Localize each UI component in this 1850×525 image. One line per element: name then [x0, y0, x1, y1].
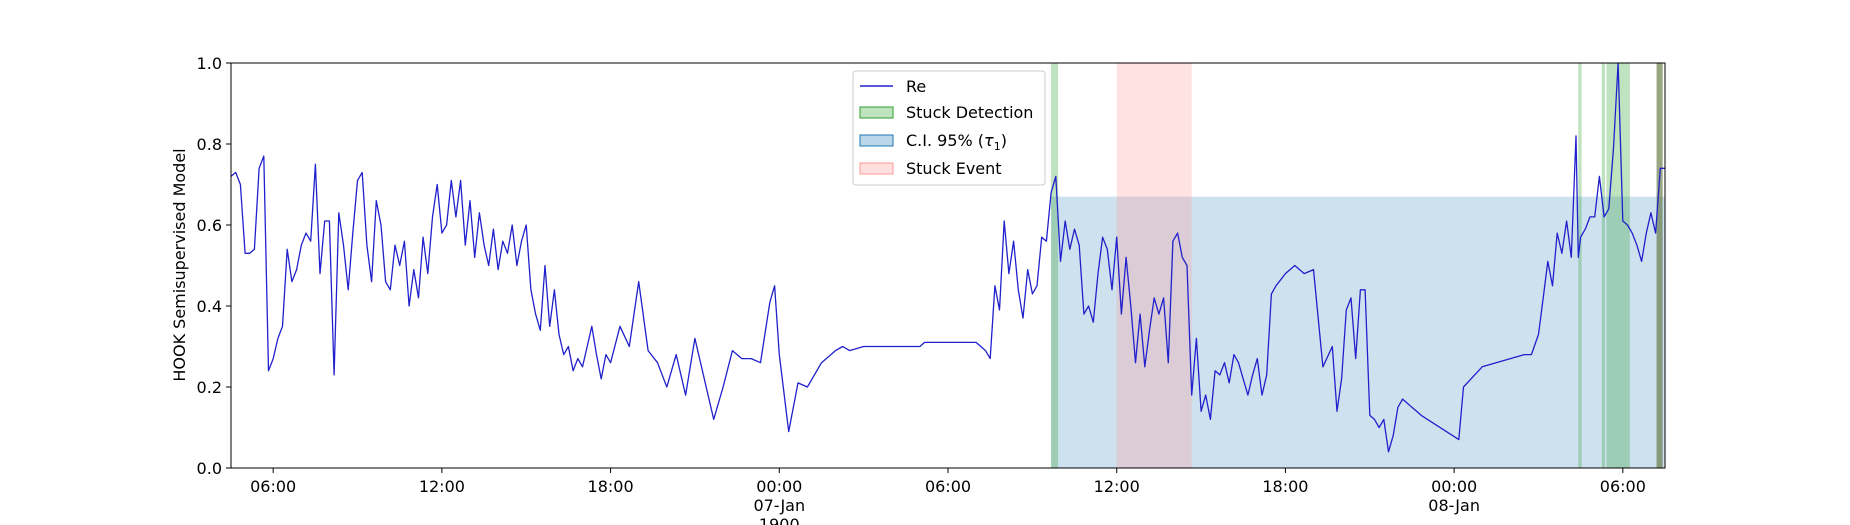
- stuck-detection-span: [1051, 63, 1059, 468]
- x-tick-label: 06:00: [1600, 477, 1646, 496]
- x-tick-label: 18:00: [1262, 477, 1308, 496]
- legend-label-re: Re: [906, 77, 926, 96]
- x-tick-label: 06:00: [250, 477, 296, 496]
- legend-label-ci: C.I. 95% (τ1): [906, 131, 1007, 153]
- x-tick-label: 06:00: [925, 477, 971, 496]
- x-tick-label: 00:00: [1431, 477, 1477, 496]
- axis-ticks: 0.00.20.40.60.81.006:00 12:00 18:00 00:0007…: [197, 54, 1646, 525]
- stuck-detection-span: [1578, 63, 1582, 468]
- y-tick-label: 1.0: [197, 54, 222, 73]
- series-line-re: [230, 62, 1665, 453]
- legend-swatch-stuck-event: [859, 162, 894, 175]
- x-tick-label: 12:00: [1094, 477, 1140, 496]
- legend-label-stuck-detection: Stuck Detection: [906, 103, 1033, 122]
- x-tick-label: 00:00: [756, 477, 802, 496]
- x-tick-label: 1900: [759, 515, 800, 525]
- series-layer: [230, 62, 1665, 453]
- legend-ci-suffix: ): [1001, 131, 1007, 150]
- y-tick-label: 0.4: [197, 297, 222, 316]
- y-tick-label: 0.8: [197, 135, 222, 154]
- legend-ci-subscript: 1: [994, 140, 1001, 153]
- shaded-spans: [1051, 63, 1665, 468]
- legend-ci-symbol: τ: [984, 131, 994, 150]
- x-tick-label: 12:00: [419, 477, 465, 496]
- legend-label-stuck-event: Stuck Event: [906, 159, 1002, 178]
- y-tick-label: 0.0: [197, 459, 222, 478]
- overlap-span: [1656, 63, 1663, 468]
- legend-frame: [852, 70, 1046, 186]
- legend: Re Stuck Detection C.I. 95% (τ1) Stuck E…: [852, 70, 1046, 186]
- y-axis-label: HOOK Semisupervised Model: [170, 148, 189, 381]
- y-tick-label: 0.2: [197, 378, 222, 397]
- legend-swatch-ci: [859, 134, 894, 147]
- y-tick-label: 0.6: [197, 216, 222, 235]
- legend-ci-prefix: C.I. 95% (: [906, 131, 984, 150]
- x-tick-label: 08-Jan: [1428, 496, 1480, 515]
- stuck-detection-span: [1601, 63, 1606, 468]
- x-tick-label: 07-Jan: [753, 496, 805, 515]
- x-tick-label: 18:00: [588, 477, 634, 496]
- legend-swatch-stuck-detection: [859, 106, 894, 119]
- stuck-detection-span: [1606, 63, 1630, 468]
- stuck-event-span: [1116, 63, 1192, 468]
